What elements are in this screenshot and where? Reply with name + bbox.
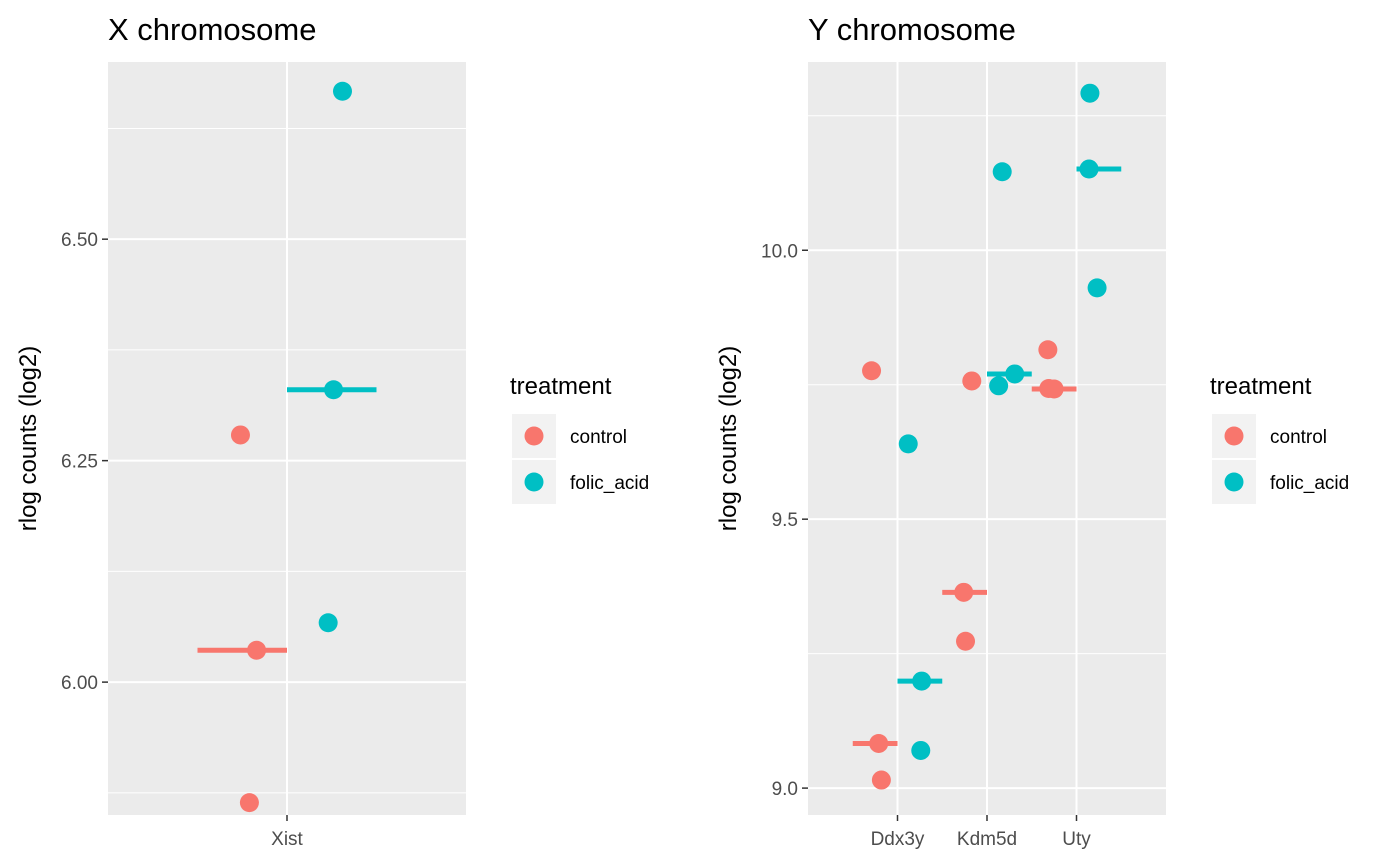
y-tick-label: 9.0 <box>772 779 798 800</box>
data-point-folic_acid <box>332 81 352 101</box>
y-axis-label: rlog counts (log2) <box>715 346 742 531</box>
data-point-folic_acid <box>1087 278 1107 298</box>
y-axis-label: rlog counts (log2) <box>15 346 42 531</box>
y-tick-label: 6.50 <box>61 230 98 251</box>
chart-panel-1: Y chromosome 9.0 9.5 10.0 Ddx3y Kdm5d Uty rlog … <box>715 12 1349 850</box>
data-point-control <box>247 640 267 660</box>
chart-title: Y chromosome <box>808 12 1016 47</box>
legend-label-folic_acid: folic_acid <box>1270 473 1349 494</box>
data-point-folic_acid <box>1079 159 1099 179</box>
data-point-control <box>862 361 882 381</box>
legend-title: treatment <box>510 373 612 400</box>
data-point-control <box>869 733 889 753</box>
legend-swatch-control <box>1224 426 1244 446</box>
data-point-folic_acid <box>324 380 344 400</box>
y-tick-label: 6.25 <box>61 452 98 473</box>
data-point-control <box>962 371 982 391</box>
x-tick-label: Xist <box>271 829 303 850</box>
data-point-control <box>956 631 976 651</box>
data-point-control <box>230 425 250 445</box>
data-point-control <box>239 793 259 813</box>
legend-swatch-folic_acid <box>1224 472 1244 492</box>
data-point-control <box>954 582 974 602</box>
y-tick-label: 9.5 <box>772 510 798 531</box>
x-tick-label: Kdm5d <box>957 829 1017 850</box>
data-point-folic_acid <box>1080 83 1100 103</box>
legend-label-control: control <box>570 427 627 448</box>
legend: treatment control folic_acid <box>510 373 649 504</box>
y-tick-label: 10.0 <box>761 241 798 262</box>
legend-swatch-control <box>524 426 544 446</box>
legend-label-control: control <box>1270 427 1327 448</box>
data-point-control <box>871 770 891 790</box>
x-tick-label: Ddx3y <box>871 829 925 850</box>
data-point-folic_acid <box>911 740 931 760</box>
legend-label-folic_acid: folic_acid <box>570 473 649 494</box>
legend-swatch-folic_acid <box>524 472 544 492</box>
chart-title: X chromosome <box>108 12 316 47</box>
legend-title: treatment <box>1210 373 1312 400</box>
x-tick-label: Uty <box>1062 829 1091 850</box>
data-point-folic_acid <box>912 671 932 691</box>
data-point-folic_acid <box>318 613 338 633</box>
chart-panel-0: X chromosome 6.00 6.25 6.50 Xist rlog counts … <box>15 12 649 850</box>
data-point-control <box>1038 340 1058 360</box>
data-point-folic_acid <box>992 162 1012 182</box>
data-point-folic_acid <box>989 376 1009 396</box>
data-point-control <box>1044 379 1064 399</box>
y-tick-label: 6.00 <box>61 673 98 694</box>
data-point-folic_acid <box>1005 364 1025 384</box>
data-point-folic_acid <box>898 434 918 454</box>
legend: treatment control folic_acid <box>1210 373 1349 504</box>
